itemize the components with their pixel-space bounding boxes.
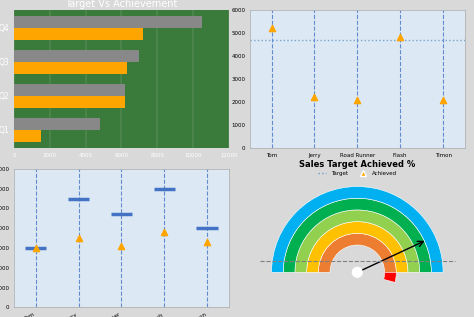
Point bbox=[161, 230, 168, 235]
Point bbox=[203, 240, 211, 245]
Bar bbox=[14, 28, 143, 40]
Point bbox=[32, 246, 39, 251]
Point bbox=[396, 35, 404, 40]
Wedge shape bbox=[283, 198, 431, 272]
Point bbox=[439, 97, 447, 102]
Bar bbox=[14, 130, 41, 142]
Title: Target Vs Achievement: Target Vs Achievement bbox=[65, 0, 178, 9]
Legend: Achieved, Target: Achieved, Target bbox=[82, 172, 161, 181]
Bar bbox=[14, 118, 100, 130]
Title: Sales Target Achieved %: Sales Target Achieved % bbox=[299, 160, 415, 169]
Legend: Target, Achieved: Target, Achieved bbox=[316, 169, 399, 178]
Bar bbox=[14, 16, 202, 28]
Wedge shape bbox=[307, 222, 408, 272]
Point bbox=[75, 236, 82, 241]
Point bbox=[118, 243, 125, 249]
Circle shape bbox=[353, 268, 362, 277]
Point bbox=[354, 97, 361, 102]
Wedge shape bbox=[295, 210, 419, 272]
Wedge shape bbox=[319, 233, 396, 272]
Bar bbox=[14, 62, 127, 74]
Point bbox=[310, 95, 318, 100]
Point bbox=[268, 25, 275, 30]
Bar bbox=[14, 96, 125, 108]
Bar bbox=[14, 50, 139, 62]
Bar bbox=[14, 84, 125, 96]
Wedge shape bbox=[383, 272, 396, 282]
Wedge shape bbox=[272, 186, 443, 272]
